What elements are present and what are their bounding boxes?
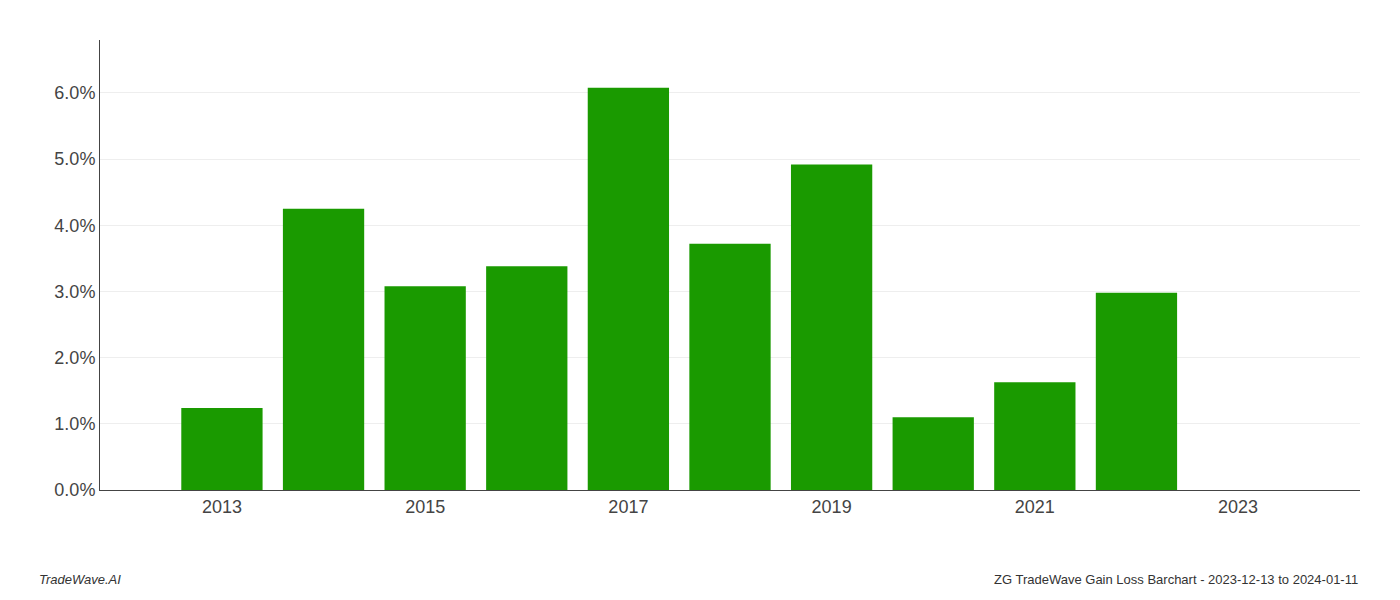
svg-text:1.0%: 1.0% [54,414,95,434]
svg-text:5.0%: 5.0% [54,149,95,169]
svg-text:2015: 2015 [405,497,445,517]
svg-text:4.0%: 4.0% [54,216,95,236]
svg-text:2013: 2013 [202,497,242,517]
svg-text:2023: 2023 [1218,497,1258,517]
svg-text:2021: 2021 [1015,497,1055,517]
svg-text:2017: 2017 [608,497,648,517]
svg-text:2.0%: 2.0% [54,348,95,368]
svg-text:0.0%: 0.0% [54,480,95,500]
svg-text:ZG TradeWave Gain Loss Barchar: ZG TradeWave Gain Loss Barchart - 2023-1… [994,572,1358,587]
svg-text:TradeWave.AI: TradeWave.AI [39,572,121,587]
svg-text:2019: 2019 [812,497,852,517]
svg-text:6.0%: 6.0% [54,83,95,103]
svg-text:3.0%: 3.0% [54,282,95,302]
